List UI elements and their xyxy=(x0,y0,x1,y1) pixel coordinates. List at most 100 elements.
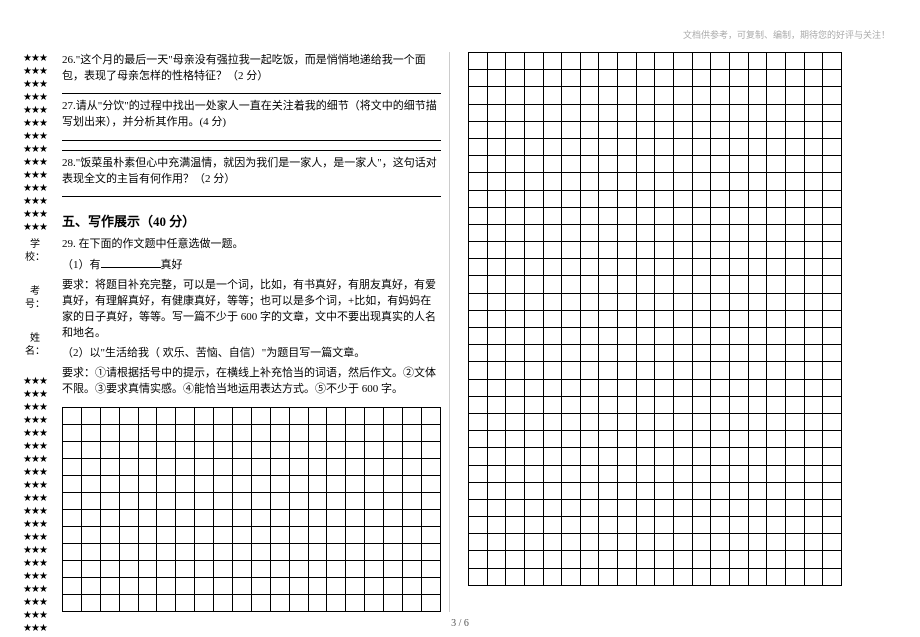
grid-cell xyxy=(823,379,842,396)
grid-cell xyxy=(674,551,693,568)
grid-cell xyxy=(469,517,488,534)
grid-cell xyxy=(421,425,440,442)
grid-cell xyxy=(487,310,506,327)
grid-cell xyxy=(785,448,804,465)
grid-cell xyxy=(157,527,176,544)
grid-cell xyxy=(487,293,506,310)
grid-cell xyxy=(655,242,674,259)
grid-cell xyxy=(233,476,252,493)
grid-cell xyxy=(618,156,637,173)
grid-cell xyxy=(636,53,655,70)
grid-cell xyxy=(233,561,252,578)
grid-cell xyxy=(81,527,100,544)
grid-cell xyxy=(487,379,506,396)
grid-cell xyxy=(195,493,214,510)
star-row: ★★★ xyxy=(20,221,50,234)
grid-cell xyxy=(487,482,506,499)
grid-cell xyxy=(636,413,655,430)
grid-cell xyxy=(655,328,674,345)
grid-cell xyxy=(823,362,842,379)
grid-cell xyxy=(251,476,270,493)
grid-cell xyxy=(543,70,562,87)
grid-cell xyxy=(506,362,525,379)
star-row: ★★★ xyxy=(20,466,50,479)
grid-cell xyxy=(562,242,581,259)
grid-cell xyxy=(655,310,674,327)
grid-cell xyxy=(289,578,308,595)
grid-cell xyxy=(580,379,599,396)
requirement-2: 要求：①请根据括号中的提示，在横线上补充恰当的词语，然后作文。②文体不限。③要求… xyxy=(62,365,441,397)
grid-cell xyxy=(81,459,100,476)
grid-cell xyxy=(138,527,157,544)
grid-cell xyxy=(767,499,786,516)
grid-cell xyxy=(823,207,842,224)
grid-cell xyxy=(692,551,711,568)
grid-cell xyxy=(823,499,842,516)
grid-cell xyxy=(580,138,599,155)
grid-cell xyxy=(729,138,748,155)
grid-cell xyxy=(823,431,842,448)
grid-cell xyxy=(403,561,422,578)
grid-cell xyxy=(618,190,637,207)
grid-cell xyxy=(804,242,823,259)
grid-cell xyxy=(729,293,748,310)
grid-cell xyxy=(711,53,730,70)
grid-cell xyxy=(636,517,655,534)
grid-cell xyxy=(748,465,767,482)
grid-cell xyxy=(729,482,748,499)
grid-cell xyxy=(599,156,618,173)
grid-cell xyxy=(804,207,823,224)
star-row: ★★★ xyxy=(20,492,50,505)
grid-cell xyxy=(618,70,637,87)
grid-cell xyxy=(487,431,506,448)
grid-cell xyxy=(655,276,674,293)
grid-cell xyxy=(469,551,488,568)
grid-cell xyxy=(421,527,440,544)
grid-cell xyxy=(785,70,804,87)
grid-cell xyxy=(748,224,767,241)
right-column xyxy=(450,52,850,612)
grid-cell xyxy=(469,259,488,276)
grid-cell xyxy=(506,431,525,448)
grid-cell xyxy=(674,121,693,138)
grid-cell xyxy=(618,173,637,190)
grid-cell xyxy=(785,173,804,190)
grid-cell xyxy=(618,328,637,345)
grid-cell xyxy=(767,431,786,448)
grid-cell xyxy=(365,442,384,459)
grid-cell xyxy=(543,379,562,396)
grid-cell xyxy=(692,310,711,327)
grid-cell xyxy=(767,534,786,551)
grid-cell xyxy=(692,190,711,207)
grid-cell xyxy=(346,561,365,578)
grid-cell xyxy=(403,442,422,459)
grid-cell xyxy=(618,207,637,224)
grid-cell xyxy=(119,459,138,476)
grid-cell xyxy=(384,493,403,510)
grid-cell xyxy=(562,293,581,310)
grid-cell xyxy=(748,138,767,155)
grid-cell xyxy=(487,499,506,516)
grid-cell xyxy=(748,431,767,448)
grid-cell xyxy=(599,87,618,104)
grid-cell xyxy=(692,465,711,482)
grid-cell xyxy=(655,104,674,121)
grid-cell xyxy=(580,396,599,413)
grid-cell xyxy=(674,190,693,207)
grid-cell xyxy=(138,595,157,612)
grid-cell xyxy=(711,551,730,568)
grid-cell xyxy=(823,276,842,293)
grid-cell xyxy=(711,70,730,87)
answer-line xyxy=(62,145,441,151)
grid-cell xyxy=(487,413,506,430)
grid-cell xyxy=(562,190,581,207)
grid-cell xyxy=(655,207,674,224)
grid-cell xyxy=(580,310,599,327)
grid-cell xyxy=(308,425,327,442)
grid-cell xyxy=(195,544,214,561)
grid-cell xyxy=(692,276,711,293)
grid-cell xyxy=(562,138,581,155)
grid-cell xyxy=(692,207,711,224)
grid-cell xyxy=(63,493,82,510)
grid-cell xyxy=(599,276,618,293)
